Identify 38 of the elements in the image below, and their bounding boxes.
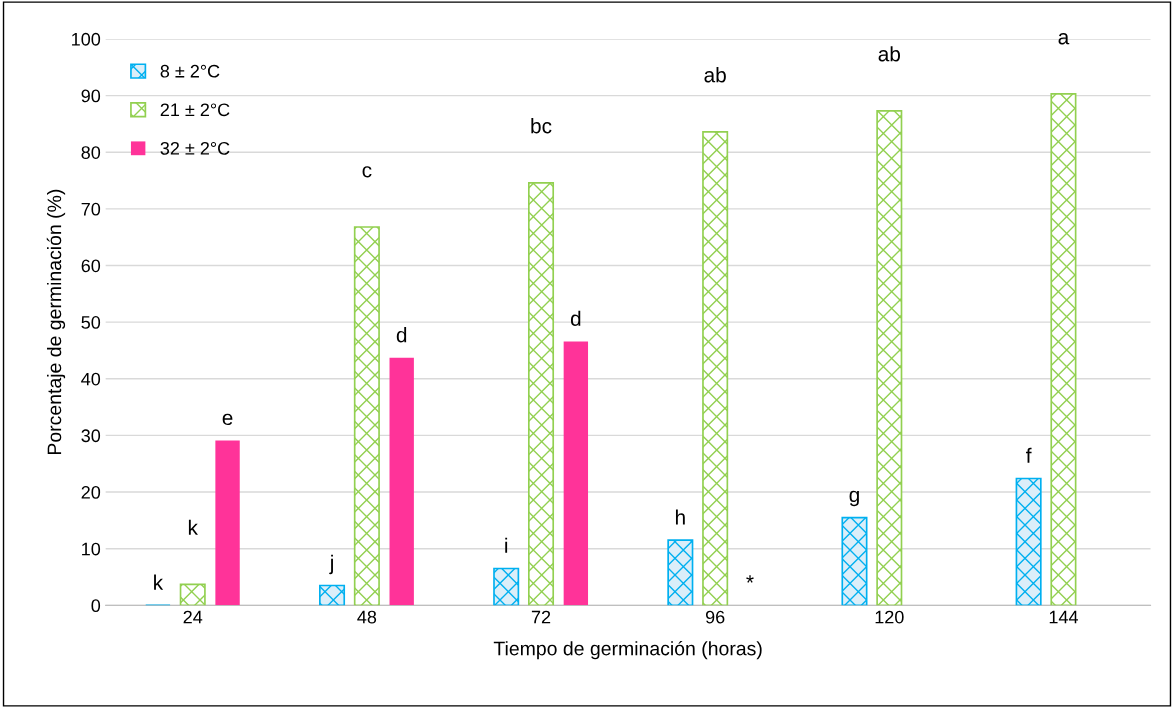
annotation: j xyxy=(329,554,333,575)
annotation: h xyxy=(675,509,685,525)
y-tick-label: 30 xyxy=(81,429,101,443)
annotation: g xyxy=(849,490,859,507)
y-tick-label: 40 xyxy=(81,372,101,386)
annotation: e xyxy=(222,413,233,426)
legend-label: 8 ± 2°C xyxy=(160,64,220,78)
annotation: k xyxy=(188,519,198,535)
legend-label: 32 ± 2°C xyxy=(160,141,230,155)
x-tick-label: 24 xyxy=(183,610,203,624)
annotation: k xyxy=(154,574,164,590)
y-tick-label: 20 xyxy=(81,485,101,499)
y-tick-label: 70 xyxy=(81,202,101,216)
annotation: ab xyxy=(878,46,901,62)
annotation: * xyxy=(746,575,754,583)
annotation: ab xyxy=(704,67,726,83)
y-tick-label: 100 xyxy=(72,32,101,46)
annotation: f xyxy=(1026,447,1032,463)
annotation: i xyxy=(505,537,508,553)
x-tick-label: 144 xyxy=(1049,610,1078,624)
annotation: a xyxy=(1058,33,1070,45)
x-tick-label: 72 xyxy=(531,610,551,624)
x-tick-label: 48 xyxy=(357,610,377,624)
legend-label: 21 ± 2°C xyxy=(160,103,230,117)
x-tick-label: 96 xyxy=(705,610,725,624)
y-tick-label: 10 xyxy=(82,542,101,556)
y-tick-label: 80 xyxy=(81,146,101,159)
y-tick-label: 50 xyxy=(81,316,101,329)
y-tick-label: 60 xyxy=(81,259,101,273)
annotation: c xyxy=(362,166,372,178)
x-tick-label: 120 xyxy=(875,610,904,624)
y-tick-label: 0 xyxy=(91,599,101,613)
y-tick-label: 90 xyxy=(81,89,101,103)
y-axis-title: Porcentaje de germinación (%) xyxy=(46,189,66,455)
x-axis-title: Tiempo de germinación (horas) xyxy=(493,640,762,660)
annotation: d xyxy=(570,310,581,326)
annotation: d xyxy=(396,327,407,343)
annotation: bc xyxy=(531,118,552,134)
